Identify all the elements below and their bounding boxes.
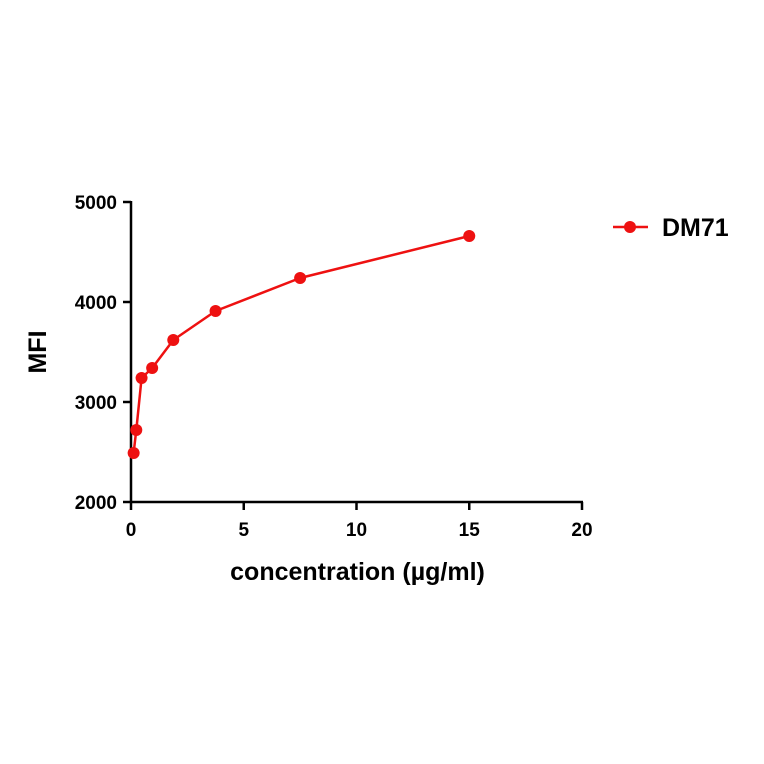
legend: DM71: [613, 214, 729, 242]
data-point: [135, 372, 148, 384]
data-point: [294, 272, 307, 284]
y-tick-label: 3000: [75, 393, 117, 414]
legend-marker: [624, 221, 636, 233]
axes: [129, 201, 583, 504]
series-line: [132, 234, 470, 454]
x-axis-ticks: 0 5 10 15 20: [126, 502, 593, 541]
data-point: [209, 305, 222, 317]
data-point: [130, 424, 143, 436]
data-point: [146, 362, 159, 374]
x-tick-label: 20: [571, 520, 592, 541]
y-tick-label: 5000: [75, 193, 117, 214]
data-point: [167, 334, 180, 346]
x-tick-label: 0: [126, 520, 137, 541]
x-tick-label: 10: [346, 520, 367, 541]
x-tick-label: 5: [238, 520, 249, 541]
series-layer: [127, 230, 476, 459]
x-axis-title: concentration (µg/ml): [230, 558, 485, 586]
data-point: [127, 447, 140, 459]
y-axis-ticks: 2000 3000 4000 5000: [75, 193, 131, 514]
y-axis-title: MFI: [24, 330, 52, 373]
legend-label: DM71: [662, 214, 729, 242]
y-tick-label: 4000: [75, 293, 117, 314]
data-point: [463, 230, 476, 242]
y-tick-label: 2000: [75, 493, 117, 514]
x-tick-label: 15: [459, 520, 481, 541]
